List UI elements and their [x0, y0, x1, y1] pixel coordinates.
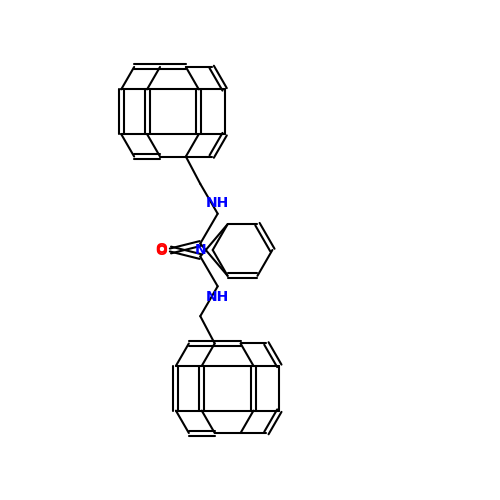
Text: O: O: [156, 242, 168, 256]
Text: NH: NH: [206, 196, 230, 209]
Text: NH: NH: [206, 290, 230, 304]
Text: O: O: [156, 244, 168, 258]
Text: N: N: [194, 243, 206, 257]
